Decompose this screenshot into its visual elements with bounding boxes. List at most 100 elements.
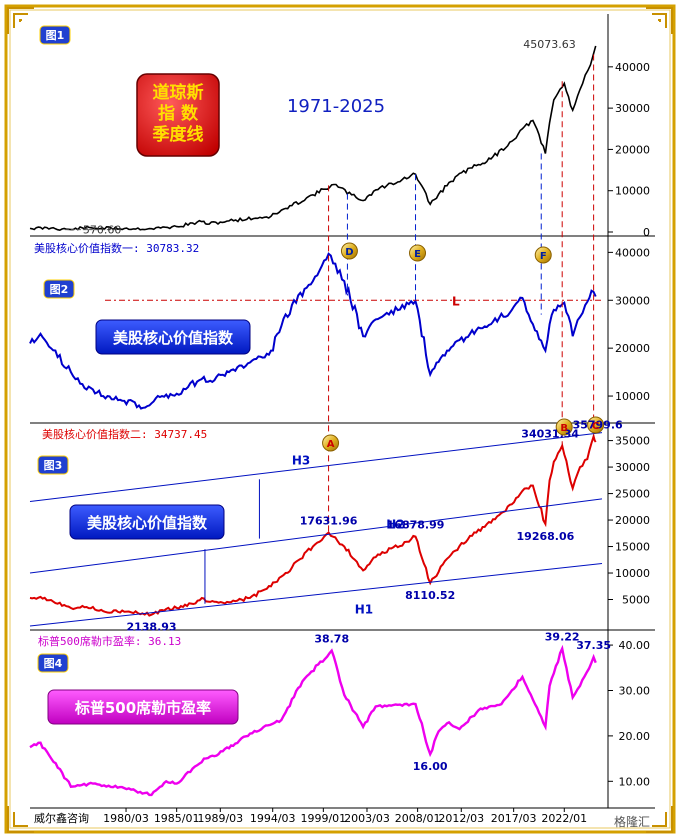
- svg-text:美股核心价值指数: 美股核心价值指数: [113, 329, 234, 347]
- svg-text:美股核心价值指数: 美股核心价值指数: [87, 514, 208, 532]
- y-tick-label-1-3: 40000: [615, 246, 650, 259]
- point-marker-4: [409, 244, 427, 262]
- channel-line-2: [29, 432, 603, 503]
- cape-data-label-2: 39.22: [545, 631, 580, 644]
- dow-title-line-3: 季度线: [153, 124, 204, 145]
- grid-layer: [125, 66, 613, 812]
- x-tick-label-5: 2003/03: [344, 812, 390, 825]
- svg-text:图2: 图2: [50, 283, 69, 296]
- x-tick-label-7: 2012/03: [438, 812, 484, 825]
- core2-data-label-6: 35799.6: [573, 418, 623, 431]
- y-tick-label-0-2: 20000: [615, 143, 650, 156]
- frame-border-outer: [4, 4, 676, 834]
- y-tick-label-2-0: 5000: [622, 594, 650, 607]
- panel-tag-4: 图4: [37, 653, 69, 673]
- x-tick-label-4: 1999/01: [300, 812, 346, 825]
- y-tick-label-2-1: 10000: [615, 567, 650, 580]
- corner-ornament-tl: [7, 7, 34, 34]
- y-tick-label-3-2: 30.00: [619, 684, 651, 697]
- core2-data-label-5: 34031.34: [521, 428, 579, 441]
- core2-data-label-1: 17631.96: [300, 515, 358, 528]
- point-marker-label-1: B: [560, 423, 568, 434]
- core1-hline-label: L: [452, 294, 460, 308]
- y-tick-label-3-3: 40.00: [619, 639, 651, 652]
- cape-header: 标普500席勒市盈率: 36.13: [38, 634, 181, 648]
- point-marker-label-4: E: [414, 249, 421, 260]
- y-tick-label-2-4: 25000: [615, 488, 650, 501]
- y-tick-label-0-4: 40000: [615, 61, 650, 74]
- dow-title-line-2: 指 数: [158, 103, 199, 124]
- point-marker-5: [534, 246, 552, 264]
- x-tick-label-8: 2017/03: [491, 812, 537, 825]
- x-tick-label-3: 1994/03: [250, 812, 296, 825]
- channel-label-2: H3: [292, 453, 310, 467]
- point-marker-3: [340, 242, 358, 260]
- point-marker-2: [587, 416, 605, 434]
- core2-line: [29, 432, 597, 617]
- point-marker-label-3: D: [345, 247, 353, 258]
- y-tick-label-2-6: 35000: [615, 435, 650, 448]
- channel-label-0: H1: [355, 602, 373, 616]
- cape-label-box: 标普500席勒市盈率: [47, 689, 239, 725]
- core1-header: 美股核心价值指数一: 30783.32: [34, 241, 199, 255]
- svg-text:标普500席勒市盈率: 标普500席勒市盈率: [74, 699, 211, 717]
- point-marker-label-5: F: [540, 251, 547, 262]
- dow-period-label: 1971-2025: [287, 96, 385, 117]
- frame-border-inner: [9, 9, 671, 829]
- x-tick-label-1: 1985/01: [154, 812, 200, 825]
- y-tick-label-1-2: 30000: [615, 294, 650, 307]
- core2-header: 美股核心价值指数二: 34737.45: [42, 427, 207, 441]
- dow-low-label: 570.60: [83, 224, 122, 237]
- y-tick-label-0-0: 0: [643, 226, 650, 239]
- dow-line: [29, 45, 597, 232]
- y-tick-label-1-1: 20000: [615, 342, 650, 355]
- core1-label-box: 美股核心价值指数: [95, 319, 251, 355]
- panel-tag-1: 图1: [39, 25, 71, 45]
- y-tick-label-3-0: 10.00: [619, 775, 651, 788]
- y-tick-label-0-1: 10000: [615, 185, 650, 198]
- y-tick-label-2-5: 30000: [615, 461, 650, 474]
- svg-text:图3: 图3: [44, 459, 63, 472]
- core2-data-label-3: 8110.52: [405, 589, 455, 602]
- channel-label-1: H2: [386, 518, 404, 532]
- core2-data-label-2: 16878.99: [387, 519, 445, 532]
- core1-line: [29, 252, 597, 410]
- channel-line-1: [29, 498, 603, 574]
- footer-watermark: 格隆汇: [614, 814, 650, 829]
- y-tick-label-0-3: 30000: [615, 102, 650, 115]
- corner-ornament-tr: [646, 7, 673, 34]
- point-marker-label-0: A: [327, 439, 335, 450]
- dow-high-label: 45073.63: [523, 38, 576, 51]
- x-tick-label-2: 1989/03: [197, 812, 243, 825]
- panel-tag-2: 图2: [43, 279, 75, 299]
- x-tick-label-0: 1980/03: [103, 812, 149, 825]
- point-marker-label-2: C: [592, 421, 599, 432]
- channel-line-0: [29, 562, 603, 627]
- dow-title-box: 道琼斯 指 数 季度线: [136, 73, 220, 157]
- cape-data-label-1: 16.00: [413, 760, 448, 773]
- core2-data-label-0: 2138.93: [126, 621, 176, 634]
- corner-ornament-bl: [7, 806, 34, 833]
- core2-data-label-4: 19268.06: [517, 530, 575, 543]
- svg-text:图4: 图4: [44, 657, 63, 670]
- cape-data-label-0: 38.78: [314, 633, 349, 646]
- marks-layer: [29, 45, 605, 797]
- core2-label-box: 美股核心价值指数: [69, 504, 225, 540]
- corner-ornament-br: [646, 806, 673, 833]
- point-marker-0: [322, 434, 340, 452]
- cape-line: [29, 644, 597, 797]
- footer-source: 威尔鑫咨询: [34, 811, 89, 825]
- x-tick-label-9: 2022/01: [541, 812, 587, 825]
- point-marker-1: [555, 418, 573, 436]
- dow-title-line-1: 道琼斯: [153, 82, 204, 103]
- x-tick-label-6: 2008/01: [395, 812, 441, 825]
- y-tick-label-3-1: 20.00: [619, 730, 651, 743]
- y-tick-label-1-0: 10000: [615, 390, 650, 403]
- y-tick-label-2-3: 20000: [615, 514, 650, 527]
- svg-text:图1: 图1: [46, 29, 65, 42]
- cape-data-label-3: 37.35: [576, 639, 611, 652]
- y-tick-label-2-2: 15000: [615, 541, 650, 554]
- panel-tag-3: 图3: [37, 455, 69, 475]
- text-layer: 0 10000 20000 30000 40000 10000 20000 30000 4000…: [83, 38, 650, 825]
